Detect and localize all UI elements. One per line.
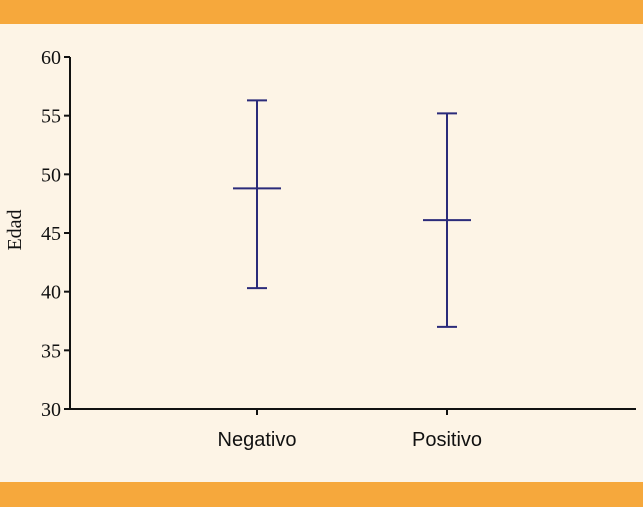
y-axis: 30 35 40 45 50 55 60 (41, 47, 71, 421)
y-tick-label: 40 (41, 282, 61, 304)
y-tick-label: 45 (41, 223, 61, 245)
errorbar-marks (233, 99, 471, 328)
y-tick-label: 30 (41, 399, 61, 421)
bottom-orange-band (0, 482, 643, 507)
x-axis: Negativo Positivo (70, 408, 636, 451)
y-tick-label: 55 (41, 106, 61, 128)
x-tick-label: Positivo (412, 429, 482, 451)
x-tick-label: Negativo (218, 429, 297, 451)
y-axis-title: Edad (4, 209, 26, 250)
errorbar-positivo (423, 112, 471, 328)
y-tick-label: 35 (41, 340, 61, 362)
top-orange-band (0, 0, 643, 24)
y-tick-label: 50 (41, 164, 61, 186)
y-tick-label: 60 (41, 47, 61, 69)
errorbar-negativo (233, 99, 281, 290)
